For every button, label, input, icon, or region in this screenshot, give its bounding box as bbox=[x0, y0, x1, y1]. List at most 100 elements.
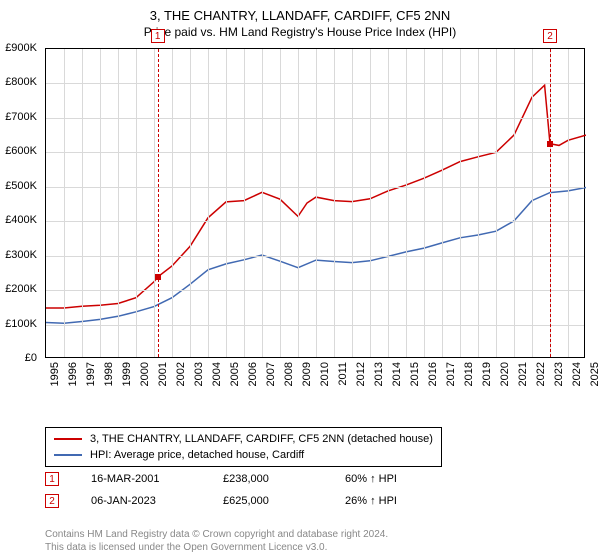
x-tick-label: 2015 bbox=[409, 362, 421, 386]
gridline-h bbox=[46, 118, 584, 119]
gridline-v bbox=[154, 49, 155, 357]
gridline-v bbox=[82, 49, 83, 357]
x-tick-label: 2013 bbox=[373, 362, 385, 386]
sale-hpi: 26% ↑ HPI bbox=[345, 495, 445, 507]
y-tick-label: £800K bbox=[5, 76, 37, 88]
marker-box: 2 bbox=[543, 29, 557, 43]
sale-point-icon bbox=[547, 141, 553, 147]
gridline-v bbox=[532, 49, 533, 357]
x-tick-label: 2017 bbox=[445, 362, 457, 386]
x-tick-label: 2020 bbox=[499, 362, 511, 386]
legend-label: 3, THE CHANTRY, LLANDAFF, CARDIFF, CF5 2… bbox=[90, 433, 433, 445]
sale-date: 06-JAN-2023 bbox=[91, 495, 191, 507]
sales-row: 1 16-MAR-2001 £238,000 60% ↑ HPI bbox=[45, 468, 445, 490]
marker-line bbox=[550, 49, 551, 357]
legend-item: HPI: Average price, detached house, Card… bbox=[54, 447, 433, 463]
sales-table: 1 16-MAR-2001 £238,000 60% ↑ HPI 2 06-JA… bbox=[45, 468, 445, 512]
x-tick-label: 2008 bbox=[283, 362, 295, 386]
x-tick-label: 2010 bbox=[319, 362, 331, 386]
legend-item: 3, THE CHANTRY, LLANDAFF, CARDIFF, CF5 2… bbox=[54, 431, 433, 447]
sale-date: 16-MAR-2001 bbox=[91, 473, 191, 485]
gridline-h bbox=[46, 325, 584, 326]
gridline-v bbox=[370, 49, 371, 357]
gridline-v bbox=[118, 49, 119, 357]
chart-title: 3, THE CHANTRY, LLANDAFF, CARDIFF, CF5 2… bbox=[0, 8, 600, 23]
x-tick-label: 2021 bbox=[517, 362, 529, 386]
x-tick-label: 2014 bbox=[391, 362, 403, 386]
footer-line: Contains HM Land Registry data © Crown c… bbox=[45, 528, 388, 541]
x-tick-label: 1997 bbox=[85, 362, 97, 386]
sale-hpi: 60% ↑ HPI bbox=[345, 473, 445, 485]
chart-subtitle: Price paid vs. HM Land Registry's House … bbox=[0, 25, 600, 39]
x-tick-label: 2011 bbox=[337, 362, 349, 386]
x-tick-label: 2007 bbox=[265, 362, 277, 386]
gridline-v bbox=[514, 49, 515, 357]
x-tick-label: 2025 bbox=[589, 362, 600, 386]
gridline-v bbox=[424, 49, 425, 357]
gridline-h bbox=[46, 221, 584, 222]
x-tick-label: 2023 bbox=[553, 362, 565, 386]
gridline-v bbox=[100, 49, 101, 357]
sale-price: £238,000 bbox=[223, 473, 313, 485]
x-tick-label: 1998 bbox=[103, 362, 115, 386]
x-tick-label: 2004 bbox=[211, 362, 223, 386]
gridline-h bbox=[46, 152, 584, 153]
gridline-v bbox=[280, 49, 281, 357]
plot-area: 12 bbox=[45, 48, 585, 358]
legend-label: HPI: Average price, detached house, Card… bbox=[90, 449, 304, 461]
gridline-v bbox=[406, 49, 407, 357]
x-tick-label: 2016 bbox=[427, 362, 439, 386]
chart-wrap: 12 £0£100K£200K£300K£400K£500K£600K£700K… bbox=[45, 48, 585, 388]
x-tick-label: 1995 bbox=[49, 362, 61, 386]
y-tick-label: £400K bbox=[5, 214, 37, 226]
gridline-v bbox=[316, 49, 317, 357]
gridline-v bbox=[442, 49, 443, 357]
footer: Contains HM Land Registry data © Crown c… bbox=[45, 528, 388, 554]
gridline-h bbox=[46, 187, 584, 188]
chart-container: 3, THE CHANTRY, LLANDAFF, CARDIFF, CF5 2… bbox=[0, 0, 600, 560]
gridline-v bbox=[298, 49, 299, 357]
x-tick-label: 2018 bbox=[463, 362, 475, 386]
gridline-v bbox=[496, 49, 497, 357]
x-tick-label: 2002 bbox=[175, 362, 187, 386]
x-tick-label: 2022 bbox=[535, 362, 547, 386]
x-tick-label: 2012 bbox=[355, 362, 367, 386]
legend-swatch bbox=[54, 454, 82, 456]
y-tick-label: £700K bbox=[5, 111, 37, 123]
sale-price: £625,000 bbox=[223, 495, 313, 507]
x-tick-label: 1996 bbox=[67, 362, 79, 386]
gridline-v bbox=[460, 49, 461, 357]
y-tick-label: £600K bbox=[5, 145, 37, 157]
legend-swatch bbox=[54, 438, 82, 440]
x-tick-label: 2003 bbox=[193, 362, 205, 386]
gridline-v bbox=[208, 49, 209, 357]
y-tick-label: £200K bbox=[5, 283, 37, 295]
marker-line bbox=[158, 49, 159, 357]
gridline-v bbox=[262, 49, 263, 357]
x-tick-label: 2024 bbox=[571, 362, 583, 386]
gridline-v bbox=[352, 49, 353, 357]
y-tick-label: £900K bbox=[5, 42, 37, 54]
x-tick-label: 2001 bbox=[157, 362, 169, 386]
gridline-v bbox=[226, 49, 227, 357]
x-tick-label: 2006 bbox=[247, 362, 259, 386]
gridline-v bbox=[244, 49, 245, 357]
legend: 3, THE CHANTRY, LLANDAFF, CARDIFF, CF5 2… bbox=[45, 427, 442, 467]
sale-point-icon bbox=[155, 274, 161, 280]
y-tick-label: £0 bbox=[25, 352, 37, 364]
gridline-v bbox=[478, 49, 479, 357]
x-tick-label: 2009 bbox=[301, 362, 313, 386]
gridline-h bbox=[46, 290, 584, 291]
y-tick-label: £300K bbox=[5, 249, 37, 261]
x-tick-label: 2000 bbox=[139, 362, 151, 386]
y-tick-label: £500K bbox=[5, 180, 37, 192]
x-tick-label: 2005 bbox=[229, 362, 241, 386]
gridline-v bbox=[136, 49, 137, 357]
gridline-v bbox=[64, 49, 65, 357]
gridline-h bbox=[46, 83, 584, 84]
gridline-v bbox=[388, 49, 389, 357]
gridline-v bbox=[568, 49, 569, 357]
title-area: 3, THE CHANTRY, LLANDAFF, CARDIFF, CF5 2… bbox=[0, 0, 600, 39]
y-tick-label: £100K bbox=[5, 318, 37, 330]
marker-box: 1 bbox=[151, 29, 165, 43]
